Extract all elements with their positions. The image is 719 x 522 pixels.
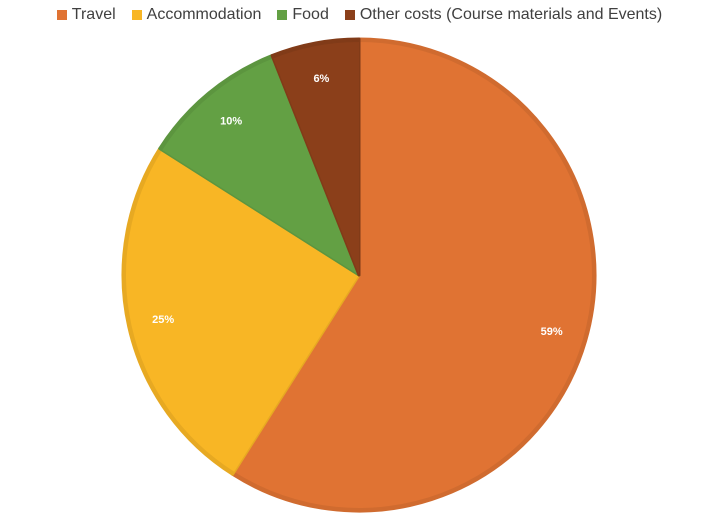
pie-slice-fill-accommodation bbox=[125, 150, 359, 472]
legend-item-other-costs: Other costs (Course materials and Events… bbox=[344, 6, 663, 24]
pie-slice-fill-other-costs bbox=[273, 42, 359, 275]
legend-swatch-food bbox=[277, 10, 288, 20]
legend-swatch-travel bbox=[56, 10, 67, 20]
legend-label-other-costs: Other costs (Course materials and Events… bbox=[359, 6, 663, 23]
legend-swatch-other-costs bbox=[344, 10, 355, 20]
data-label-accommodation: 25% bbox=[152, 314, 174, 326]
legend-swatch-accommodation bbox=[131, 10, 142, 20]
chart-legend: Travel Accommodation Food Other costs (Cour… bbox=[0, 6, 719, 24]
pie-slice-fill-food bbox=[162, 58, 359, 275]
pie-data-labels: 59% 25% 10% 6% bbox=[152, 73, 563, 338]
legend-item-travel: Travel bbox=[56, 6, 116, 24]
data-label-travel: 59% bbox=[541, 326, 563, 338]
legend-item-accommodation: Accommodation bbox=[131, 6, 262, 24]
legend-item-food: Food bbox=[277, 6, 329, 24]
legend-label-accommodation: Accommodation bbox=[146, 6, 262, 23]
legend-label-food: Food bbox=[292, 6, 329, 23]
legend-label-travel: Travel bbox=[71, 6, 116, 23]
data-label-food: 10% bbox=[220, 115, 242, 127]
pie-slice-fill-travel bbox=[234, 42, 592, 508]
data-label-other-costs: 6% bbox=[313, 73, 329, 85]
pie-slices bbox=[121, 37, 597, 513]
